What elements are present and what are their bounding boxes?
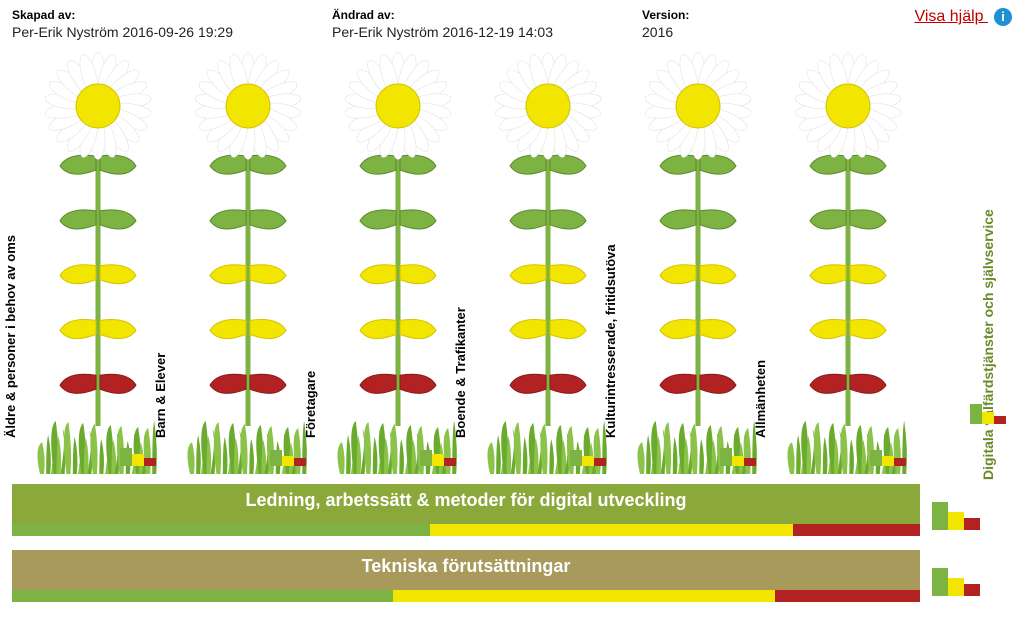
mini-bar-green xyxy=(270,450,282,466)
mini-bar-red xyxy=(744,458,756,466)
mini-bar-green xyxy=(420,450,432,466)
band-progress-bar xyxy=(12,524,920,536)
flower-label: Äldre & personer i behov av oms xyxy=(3,235,18,438)
foundation-band[interactable]: Tekniska förutsättningar xyxy=(12,550,920,602)
mini-bar-red xyxy=(894,458,906,466)
flower-mini-chart xyxy=(720,442,758,466)
mini-bar-red xyxy=(994,416,1006,424)
band-segment xyxy=(12,590,393,602)
meta-version: Version: 2016 xyxy=(642,8,689,40)
band-segment xyxy=(393,590,774,602)
help-link[interactable]: Visa hjälp i xyxy=(914,8,1012,26)
mini-bar-yellow xyxy=(948,512,964,530)
flower-slot[interactable]: Äldre & personer i behov av oms xyxy=(12,50,162,480)
meta-created: Skapad av: Per-Erik Nyström 2016-09-26 1… xyxy=(12,8,233,40)
mini-bar-yellow xyxy=(882,456,894,466)
info-icon: i xyxy=(994,8,1012,26)
flower-slot[interactable]: Allmänheten xyxy=(762,50,912,480)
mini-bar-yellow xyxy=(732,456,744,466)
mini-bar-red xyxy=(444,458,456,466)
foundation-band[interactable]: Ledning, arbetssätt & metoder för digita… xyxy=(12,484,920,536)
mini-bar-red xyxy=(964,518,980,530)
meta-modified-label: Ändrad av: xyxy=(332,8,553,22)
flower-mini-chart xyxy=(120,442,158,466)
mini-bar-green xyxy=(720,448,732,466)
band-mini-chart xyxy=(932,558,986,596)
flower-svg xyxy=(34,50,162,480)
flower-slot[interactable]: Kulturintresserade, fritidsutöva xyxy=(612,50,762,480)
flower-label: Allmänheten xyxy=(753,360,768,438)
band-progress-bar xyxy=(12,590,920,602)
band-mini-chart xyxy=(932,492,986,530)
side-label: Digitala välfärdstjänster och självservi… xyxy=(980,209,996,480)
flower-label: Boende & Trafikanter xyxy=(453,307,468,438)
mini-bar-green xyxy=(570,450,582,466)
band-segment xyxy=(430,524,793,536)
garden: Äldre & personer i behov av oms Barn & E… xyxy=(12,50,920,480)
meta-created-value: Per-Erik Nyström 2016-09-26 19:29 xyxy=(12,24,233,40)
flower-mini-chart xyxy=(420,442,458,466)
mini-bar-red xyxy=(294,458,306,466)
mini-bar-red xyxy=(964,584,980,596)
mini-bar-yellow xyxy=(132,454,144,466)
mini-bar-yellow xyxy=(432,454,444,466)
meta-version-label: Version: xyxy=(642,8,689,22)
side-mini-chart xyxy=(970,400,1008,424)
flower-svg xyxy=(484,50,612,480)
mini-bar-green xyxy=(970,404,982,424)
band-segment xyxy=(793,524,920,536)
flower-mini-chart xyxy=(570,442,608,466)
meta-created-label: Skapad av: xyxy=(12,8,233,22)
mini-bar-yellow xyxy=(948,578,964,596)
flower-svg xyxy=(334,50,462,480)
flower-slot[interactable]: Barn & Elever xyxy=(162,50,312,480)
flower-label: Kulturintresserade, fritidsutöva xyxy=(603,244,618,438)
mini-bar-red xyxy=(144,458,156,466)
mini-bar-green xyxy=(870,450,882,466)
meta-modified: Ändrad av: Per-Erik Nyström 2016-12-19 1… xyxy=(332,8,553,40)
meta-version-value: 2016 xyxy=(642,24,689,40)
mini-bar-yellow xyxy=(282,456,294,466)
flower-mini-chart xyxy=(870,442,908,466)
flower-slot[interactable]: Företagare xyxy=(312,50,462,480)
mini-bar-yellow xyxy=(582,456,594,466)
help-link-text: Visa hjälp xyxy=(914,8,983,25)
flower-label: Företagare xyxy=(303,371,318,438)
flower-svg xyxy=(184,50,312,480)
mini-bar-green xyxy=(932,568,948,596)
meta-modified-value: Per-Erik Nyström 2016-12-19 14:03 xyxy=(332,24,553,40)
band-segment xyxy=(775,590,920,602)
mini-bar-yellow xyxy=(982,412,994,424)
flower-label: Barn & Elever xyxy=(153,353,168,438)
header: Skapad av: Per-Erik Nyström 2016-09-26 1… xyxy=(12,8,1012,52)
flower-slot[interactable]: Boende & Trafikanter xyxy=(462,50,612,480)
band-title: Ledning, arbetssätt & metoder för digita… xyxy=(12,490,920,511)
band-segment xyxy=(12,524,430,536)
flower-svg xyxy=(634,50,762,480)
mini-bar-red xyxy=(594,458,606,466)
flower-mini-chart xyxy=(270,442,308,466)
band-title: Tekniska förutsättningar xyxy=(12,556,920,577)
mini-bar-green xyxy=(120,448,132,466)
mini-bar-green xyxy=(932,502,948,530)
flower-svg xyxy=(784,50,912,480)
side-strip: Digitala välfärdstjänster och självservi… xyxy=(970,120,1014,480)
